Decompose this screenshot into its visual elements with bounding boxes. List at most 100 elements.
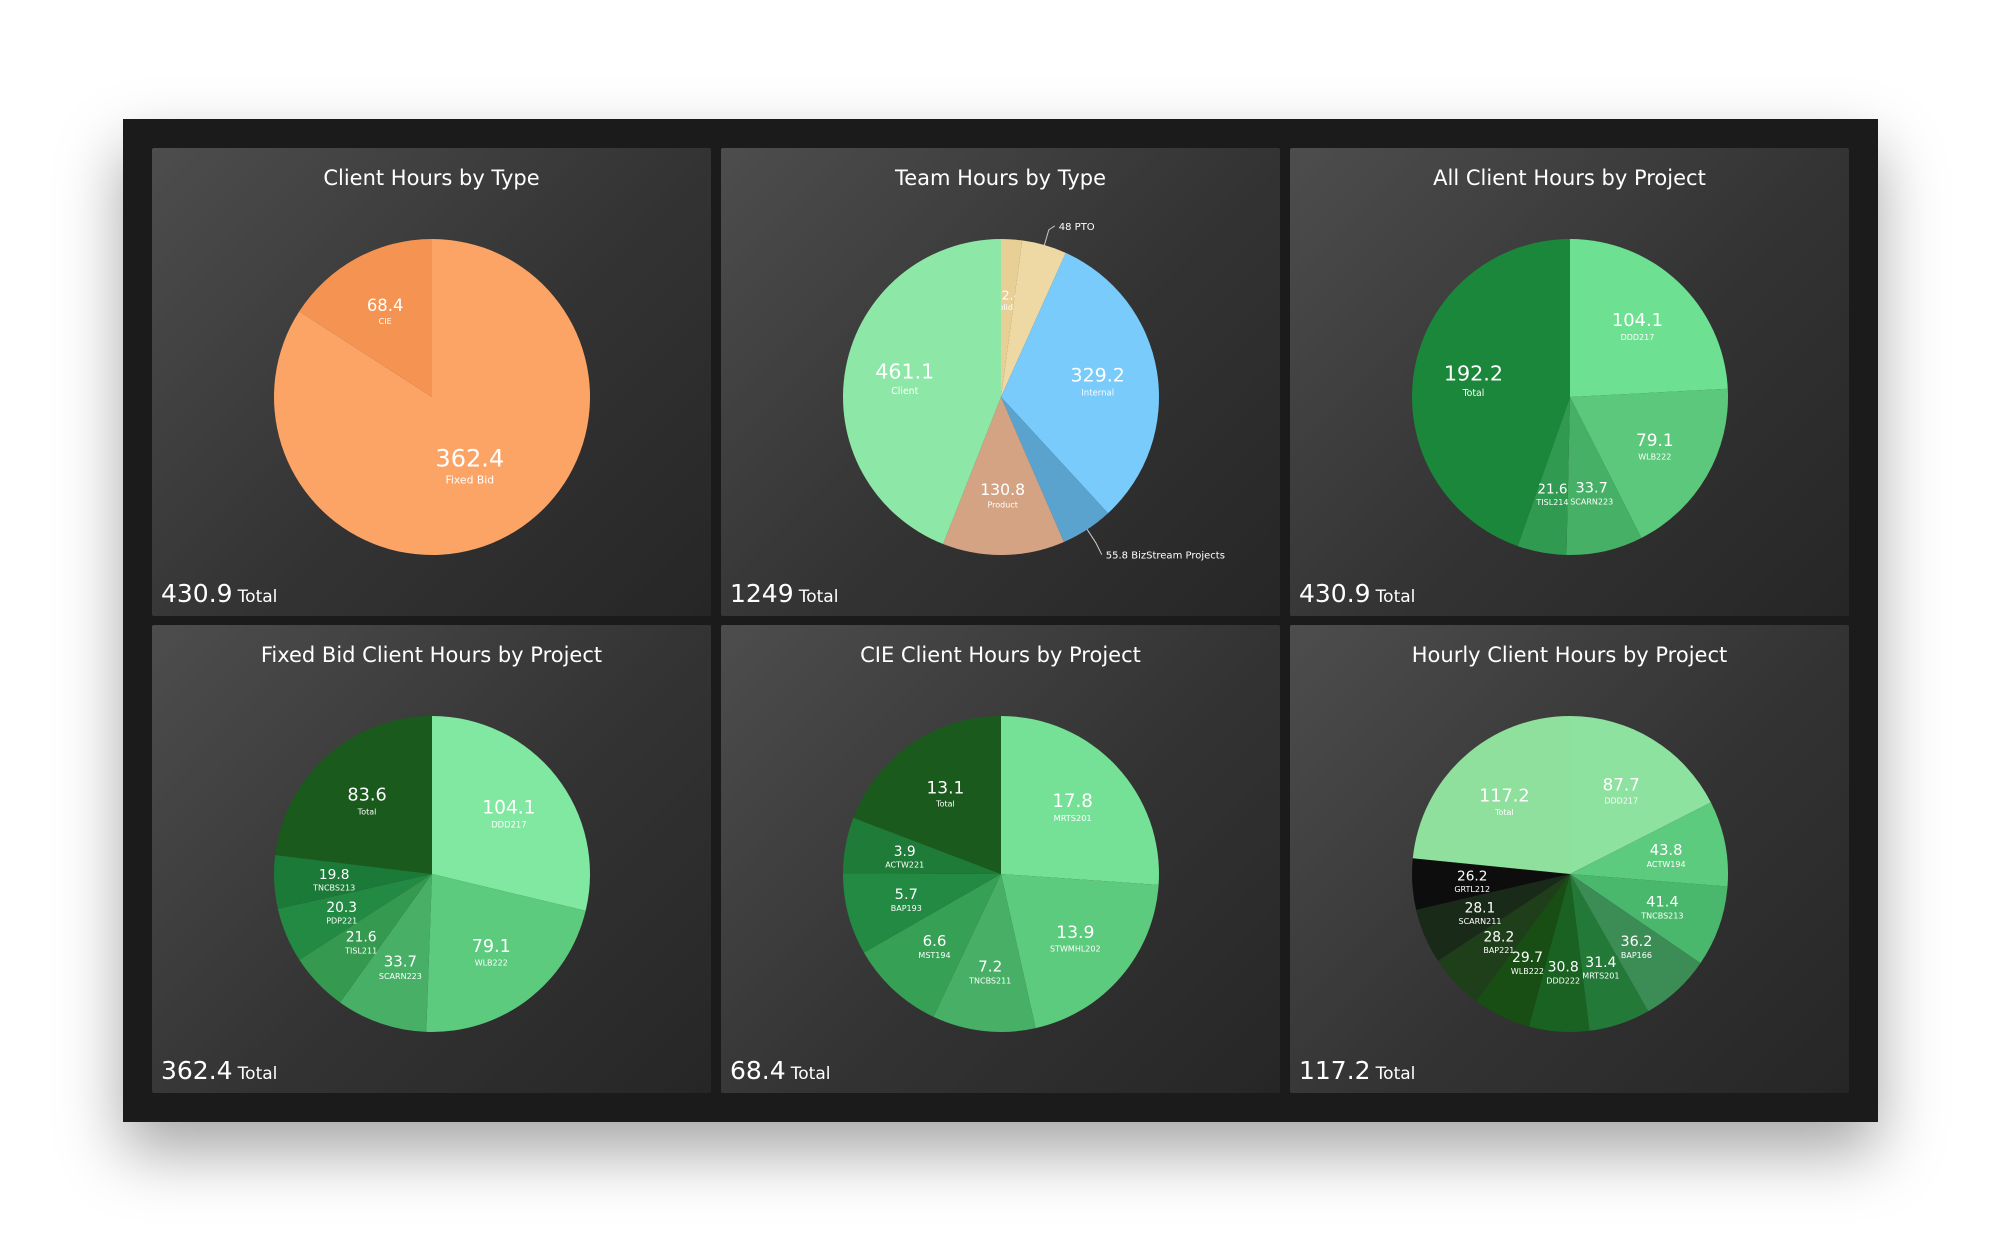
- slice-name: Total: [1494, 808, 1514, 817]
- total-label: Total: [237, 1064, 278, 1084]
- slice-name: SCARN223: [379, 972, 422, 981]
- chart-title: Fixed Bid Client Hours by Project: [261, 643, 602, 667]
- slice-value: 104.1: [1612, 310, 1663, 331]
- chart: Hourly Client Hours by Project 87.7 DDD217…: [1299, 643, 1728, 1085]
- slice-value: 28.2: [1484, 929, 1515, 945]
- slice-name: Internal: [1081, 389, 1114, 399]
- total: 1249 Total: [730, 579, 838, 608]
- total-label: Total: [798, 587, 839, 607]
- pie-slice: [843, 817, 1001, 874]
- total: 68.4 Total: [730, 1056, 830, 1085]
- slice-value: 19.8: [319, 867, 349, 883]
- slice-label: 55.8 BizStream Projects: [1106, 551, 1225, 562]
- chart: Fixed Bid Client Hours by Project 104.1 DD…: [161, 643, 602, 1085]
- leader-line: [1043, 225, 1056, 246]
- pie-slice: [1001, 252, 1159, 514]
- dashboard: Client Hours by Type 362.4 Fixed Bid 68.4 CI…: [123, 119, 1878, 1122]
- total: 362.4 Total: [161, 1056, 277, 1085]
- slice-name: MRTS201: [1054, 813, 1092, 823]
- slice-label: 48 PTO: [1059, 222, 1095, 233]
- pie-slice: [1416, 874, 1570, 961]
- total-value: 430.9: [161, 579, 233, 608]
- slice-name: Fixed Bid: [445, 474, 494, 487]
- total: 430.9 Total: [1299, 579, 1415, 608]
- slice-value: 26.2: [1457, 868, 1487, 884]
- slice-value: 5.7: [895, 886, 918, 903]
- slice-name: ACTW194: [1647, 860, 1686, 869]
- slice-value: 33.7: [384, 953, 417, 971]
- total-value: 117.2: [1299, 1056, 1371, 1085]
- slice-name: PDP221: [326, 917, 357, 926]
- chart-title: Team Hours by Type: [894, 166, 1106, 190]
- slice-value: 79.1: [472, 937, 511, 957]
- pie-slice: [275, 716, 432, 874]
- slice-value: 36.2: [1620, 934, 1652, 950]
- total-label: Total: [1375, 1064, 1416, 1084]
- chart-panel: Fixed Bid Client Hours by Project 104.1 DD…: [152, 625, 711, 1093]
- pie-slice: [1570, 716, 1711, 874]
- slice-value: 43.8: [1650, 842, 1683, 859]
- pie-slice: [1476, 874, 1570, 1027]
- pie-slice: [1001, 716, 1159, 885]
- slice-value: 3.9: [894, 844, 916, 860]
- pie-slice: [1570, 802, 1728, 887]
- pie-slice: [842, 239, 1001, 545]
- pie-slice: [299, 874, 432, 1003]
- pie-slice: [1570, 388, 1728, 538]
- slice-value: 13.9: [1056, 923, 1094, 943]
- chart-title: All Client Hours by Project: [1433, 166, 1706, 190]
- pie-slice: [1001, 239, 1023, 397]
- pie-slice: [299, 239, 432, 397]
- total-label: Total: [237, 587, 278, 607]
- pie-slice: [426, 874, 586, 1032]
- pie-slice: [843, 873, 1001, 953]
- pie-slice: [274, 854, 432, 909]
- slice-name: STWMHL202: [1050, 944, 1101, 953]
- slice-name: Total: [935, 800, 955, 809]
- chart-title: Hourly Client Hours by Project: [1412, 643, 1727, 667]
- slice-value: 192.2: [1444, 362, 1503, 386]
- slice-value: 33.7: [1576, 481, 1608, 497]
- pie-slice: [1570, 874, 1649, 1031]
- total-label: Total: [790, 1064, 831, 1084]
- slice-name: WLB222: [475, 959, 508, 968]
- slice-value: 329.2: [1070, 364, 1124, 386]
- slice-name: WLB222: [1638, 452, 1671, 461]
- pie-slice: [1570, 874, 1701, 1012]
- slice-value: 31.4: [1585, 955, 1616, 971]
- chart-panel: Team Hours by Type 22.4 Holiday 48 PTO 329.2…: [721, 148, 1280, 616]
- slice-name: DDD217: [1604, 797, 1638, 806]
- pie-slice: [1570, 874, 1728, 964]
- slice-value: 79.1: [1636, 430, 1674, 450]
- slice-value: 28.1: [1465, 901, 1496, 917]
- slice-value: 104.1: [482, 797, 535, 818]
- slice-value: 30.8: [1548, 960, 1579, 976]
- slice-name: TNCBS211: [968, 977, 1011, 986]
- chart-panel: CIE Client Hours by Project 17.8 MRTS201 13…: [721, 625, 1280, 1093]
- slice-name: DDD217: [491, 820, 526, 830]
- pie-slice: [863, 874, 1001, 1017]
- slice-name: SCARN223: [1570, 497, 1613, 506]
- pie-slice: [1570, 239, 1728, 397]
- slice-value: 87.7: [1603, 775, 1640, 795]
- total-value: 68.4: [730, 1056, 786, 1085]
- slice-value: 41.4: [1646, 894, 1679, 911]
- slice-name: PTO: [1075, 222, 1095, 233]
- slice-value: 130.8: [980, 480, 1025, 499]
- leader-line: [1086, 529, 1103, 555]
- slice-name: BAP221: [1483, 946, 1514, 955]
- pie-slice: [1528, 874, 1590, 1032]
- slice-name: TISL211: [344, 946, 377, 955]
- slice-name: TNCBS213: [1640, 912, 1683, 921]
- pie-slice: [1001, 397, 1109, 542]
- chart-title: CIE Client Hours by Project: [860, 643, 1141, 667]
- slice-value: 21.6: [1537, 481, 1567, 497]
- pie-slice: [277, 874, 432, 960]
- slice-name: Total: [357, 807, 377, 816]
- pie-slice: [340, 874, 432, 1032]
- chart-panel: Client Hours by Type 362.4 Fixed Bid 68.4 CI…: [152, 148, 711, 616]
- total: 117.2 Total: [1299, 1056, 1415, 1085]
- chart: Client Hours by Type 362.4 Fixed Bid 68.4 CI…: [161, 166, 590, 608]
